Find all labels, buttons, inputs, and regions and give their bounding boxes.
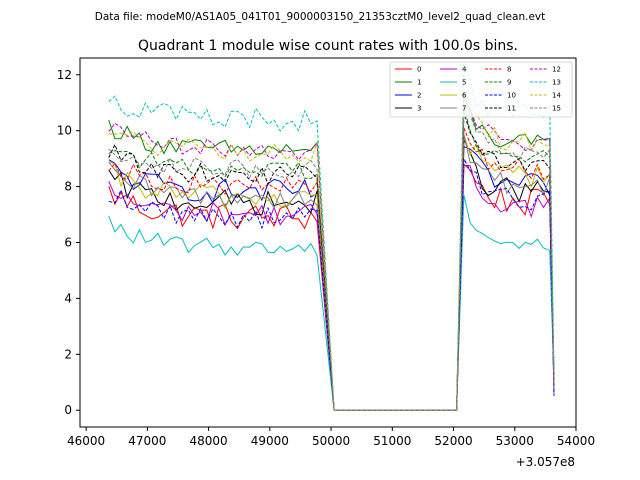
series-line-9 [108,106,555,411]
x-axis: 46000 47000 48000 49000 50000 51000 52000 53000… [67,427,595,448]
legend-label-12: 12 [552,66,561,74]
y-tick-label: 2 [64,347,72,361]
legend-label-15: 15 [552,105,561,113]
series-line-10 [108,156,555,411]
legend-label-9: 9 [507,79,511,87]
series-line-12 [108,97,555,411]
y-tick-label: 12 [57,68,72,82]
legend-label-13: 13 [552,79,561,87]
x-tick-label: 54000 [557,434,595,448]
x-tick-label: 52000 [434,434,472,448]
legend-label-5: 5 [462,79,466,87]
legend-label-14: 14 [552,92,561,100]
legend-label-8: 8 [507,66,511,74]
y-axis: 0 2 4 6 8 10 12 [57,68,80,417]
legend-label-2: 2 [417,92,421,100]
series-line-15 [108,100,555,411]
y-tick-label: 10 [57,124,72,138]
y-tick-label: 0 [64,403,72,417]
plot-area: 46000 47000 48000 49000 50000 51000 52000 53000… [57,57,595,469]
chart-title: Quadrant 1 module wise count rates with … [138,38,518,54]
x-tick-label: 47000 [128,434,166,448]
x-tick-label: 50000 [312,434,350,448]
y-tick-label: 6 [64,236,72,250]
legend-label-7: 7 [462,105,466,113]
x-tick-label: 51000 [373,434,411,448]
data-file-header: Data file: modeM0/AS1A05_041T01_90000031… [95,11,546,23]
legend-label-11: 11 [507,105,516,113]
legend-box [389,61,573,118]
legend-label-10: 10 [507,92,516,100]
legend-label-6: 6 [462,92,467,100]
y-tick-label: 4 [64,291,72,305]
legend-label-0: 0 [417,66,421,74]
legend-label-1: 1 [417,79,421,87]
legend-label-4: 4 [462,66,467,74]
series-lines [108,62,555,411]
x-tick-label: 48000 [189,434,227,448]
x-tick-label: 49000 [251,434,289,448]
x-tick-label: 53000 [496,434,534,448]
y-tick-label: 8 [64,180,72,194]
x-tick-label: 46000 [67,434,105,448]
x-offset-label: +3.057e8 [516,455,575,469]
legend-label-3: 3 [417,105,421,113]
